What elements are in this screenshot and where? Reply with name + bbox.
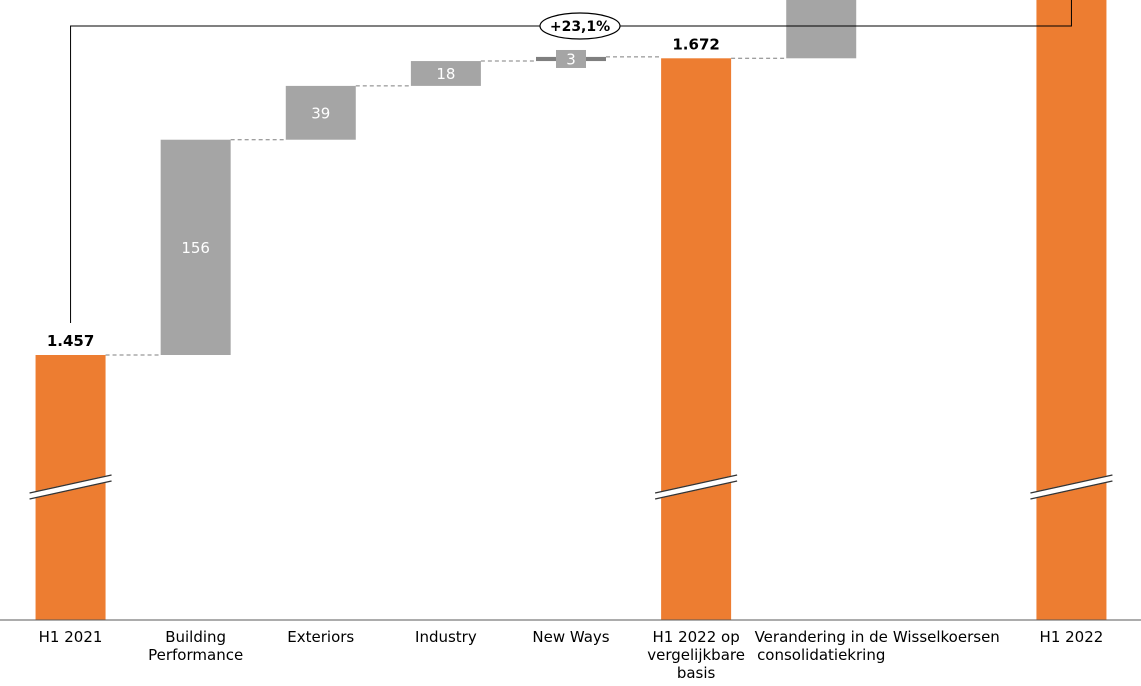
total-bar [661, 58, 732, 621]
delta-bar [160, 139, 231, 355]
delta-bar [786, 0, 857, 59]
delta-value-label: 3 [566, 50, 576, 68]
axis-break-line [1030, 480, 1113, 500]
category-label: H1 2021 [38, 628, 103, 646]
axis-break-line [654, 474, 738, 494]
axis-break-line [1030, 474, 1113, 494]
axis-break-line [29, 474, 112, 494]
axis-break-gap [654, 474, 738, 500]
delta-bar [410, 61, 481, 86]
delta-value-label: 18 [436, 65, 455, 83]
delta-value-label: 39 [311, 104, 330, 122]
category-label: Industry [415, 628, 477, 646]
category-label: Exteriors [287, 628, 355, 646]
axis-break-gap [1029, 474, 1114, 500]
total-value-label: 1.457 [47, 332, 94, 350]
delta-bar [285, 85, 356, 140]
axis-break-gap [28, 474, 113, 500]
category-label: H1 2022 op vergelijkbare basis [647, 628, 745, 682]
delta-label-box [556, 49, 586, 68]
delta-value-label: 156 [181, 239, 210, 257]
total-value-label: 1.672 [672, 35, 719, 53]
category-label: Building Performance [148, 628, 244, 664]
growth-annotation-label: +23,1% [550, 19, 610, 35]
axis-break-line [654, 480, 738, 500]
growth-annotation-oval [539, 12, 621, 40]
category-label: Wisselkoersen [892, 628, 1000, 646]
category-label: Verandering in de consolidatiekring [754, 628, 888, 664]
axis-break-line [29, 480, 112, 500]
category-label: New Ways [532, 628, 610, 646]
category-label: H1 2022 [1039, 628, 1104, 646]
total-bar [1036, 0, 1107, 620]
